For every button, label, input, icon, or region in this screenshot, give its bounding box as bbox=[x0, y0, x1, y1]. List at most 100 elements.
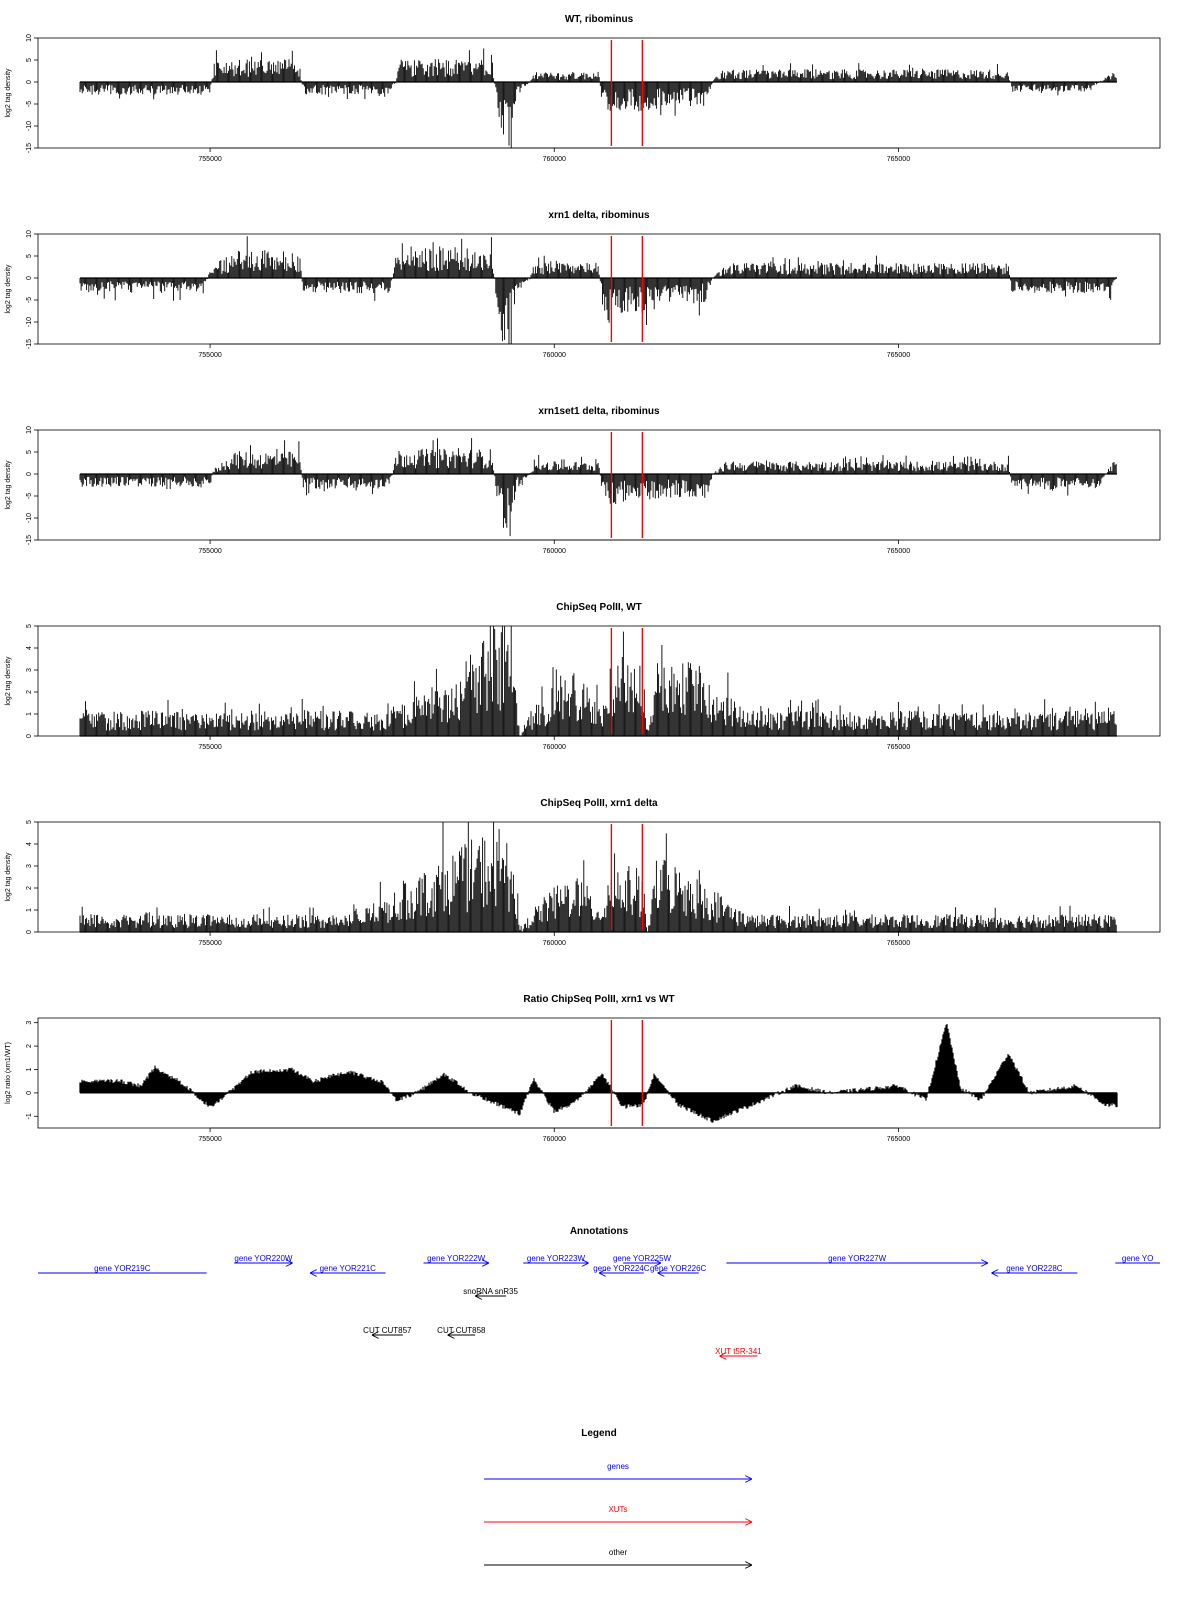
feature-label: CUT CUT858 bbox=[437, 1326, 486, 1335]
y-tick-label: 3 bbox=[26, 1021, 33, 1025]
feature-label: snoRNA snR35 bbox=[463, 1287, 518, 1296]
annotations-panel: Annotations gene YOR219C gene YOR220W gene … bbox=[38, 1226, 1160, 1356]
panel-2: xrn1 delta, ribominus -15 -10 -5 0 5 10 755000 7… bbox=[5, 210, 1161, 359]
y-tick-label: 5 bbox=[26, 820, 33, 824]
x-tick-label: 755000 bbox=[198, 1136, 221, 1143]
x-tick-label: 765000 bbox=[887, 744, 910, 751]
legend-title: Legend bbox=[581, 1428, 617, 1439]
y-tick-label: 5 bbox=[26, 624, 33, 628]
annotations-title: Annotations bbox=[570, 1226, 629, 1237]
y-tick-label: -10 bbox=[26, 317, 33, 327]
x-tick-label: 765000 bbox=[887, 940, 910, 947]
y-tick-label: -15 bbox=[26, 143, 33, 153]
y-axis-label: log2 tag density bbox=[5, 460, 12, 510]
y-tick-label: -10 bbox=[26, 121, 33, 131]
panel-title: ChipSeq PolII, WT bbox=[556, 602, 642, 613]
x-tick-label: 765000 bbox=[887, 1136, 910, 1143]
legend-label: XUTs bbox=[608, 1505, 627, 1514]
y-tick-label: 3 bbox=[26, 864, 33, 868]
y-axis-label: log2 tag density bbox=[5, 264, 12, 314]
panel-3: xrn1set1 delta, ribominus -15 -10 -5 0 5 10 755… bbox=[5, 406, 1161, 555]
feature-label: XUT t5R-341 bbox=[715, 1347, 762, 1356]
signal-series bbox=[79, 626, 1117, 736]
panel-title: Ratio ChipSeq PolII, xrn1 vs WT bbox=[523, 994, 674, 1005]
panel-5: ChipSeq PolII, xrn1 delta 0 1 2 3 4 5 755000 760… bbox=[5, 798, 1161, 947]
y-tick-label: -5 bbox=[26, 297, 33, 303]
legend-label: genes bbox=[607, 1462, 629, 1471]
panel-title: WT, ribominus bbox=[565, 14, 634, 25]
panel-1: WT, ribominus -15 -10 -5 0 5 10 755000 760000 765… bbox=[5, 14, 1161, 163]
y-tick-label: 2 bbox=[26, 886, 33, 890]
y-tick-label: -5 bbox=[26, 101, 33, 107]
y-tick-label: 0 bbox=[26, 930, 33, 934]
feature-label: gene YOR219C bbox=[94, 1264, 151, 1273]
signal-series bbox=[79, 236, 1117, 344]
plot-frame bbox=[37, 1017, 1161, 1129]
y-axis-label: log2 ratio (xrn1/WT) bbox=[5, 1042, 12, 1104]
y-tick-label: -10 bbox=[26, 513, 33, 523]
feature-label: gene YOR220W bbox=[234, 1254, 293, 1263]
x-tick-label: 755000 bbox=[198, 744, 221, 751]
feature-label: gene YOR221C bbox=[320, 1264, 377, 1273]
feature-label: gene YOR228C bbox=[1006, 1264, 1063, 1273]
x-tick-label: 765000 bbox=[887, 548, 910, 555]
x-tick-label: 755000 bbox=[198, 156, 221, 163]
panel-4: ChipSeq PolII, WT 0 1 2 3 4 5 755000 760000 76500… bbox=[5, 602, 1161, 751]
x-tick-label: 755000 bbox=[198, 352, 221, 359]
y-tick-label: 3 bbox=[26, 668, 33, 672]
plot-frame bbox=[37, 429, 1161, 541]
feature-label: gene YOR226C bbox=[650, 1264, 707, 1273]
panel-title: xrn1set1 delta, ribominus bbox=[538, 406, 660, 417]
x-tick-label: 760000 bbox=[543, 744, 566, 751]
legend: Legend genes XUTs other bbox=[484, 1428, 752, 1565]
feature-label: gene YO bbox=[1122, 1254, 1153, 1263]
y-tick-label: 0 bbox=[26, 1091, 33, 1095]
y-tick-label: 1 bbox=[26, 908, 33, 912]
y-axis-label: log2 tag density bbox=[5, 656, 12, 706]
x-tick-label: 760000 bbox=[543, 548, 566, 555]
panel-title: ChipSeq PolII, xrn1 delta bbox=[540, 798, 658, 809]
feature-label: CUT CUT857 bbox=[363, 1326, 412, 1335]
x-tick-label: 765000 bbox=[887, 352, 910, 359]
y-tick-label: 2 bbox=[26, 1044, 33, 1048]
y-tick-label: 0 bbox=[26, 80, 33, 84]
feature-label: gene YOR225W bbox=[613, 1254, 672, 1263]
y-tick-label: -1 bbox=[26, 1113, 33, 1119]
panel-title: xrn1 delta, ribominus bbox=[548, 210, 650, 221]
y-tick-label: 5 bbox=[26, 254, 33, 258]
x-tick-label: 760000 bbox=[543, 1136, 566, 1143]
y-tick-label: -15 bbox=[26, 535, 33, 545]
plot-frame bbox=[37, 233, 1161, 345]
x-tick-label: 755000 bbox=[198, 548, 221, 555]
y-tick-label: -15 bbox=[26, 339, 33, 349]
signal-series bbox=[79, 1024, 1118, 1123]
feature-label: gene YOR222W bbox=[427, 1254, 486, 1263]
y-tick-label: 0 bbox=[26, 734, 33, 738]
x-tick-label: 760000 bbox=[543, 156, 566, 163]
feature-label: gene YOR227W bbox=[828, 1254, 887, 1263]
x-tick-label: 760000 bbox=[543, 940, 566, 947]
y-tick-label: 0 bbox=[26, 472, 33, 476]
feature-label: gene YOR224C bbox=[593, 1264, 650, 1273]
y-tick-label: 2 bbox=[26, 690, 33, 694]
plot-frame bbox=[37, 821, 1161, 933]
y-axis-label: log2 tag density bbox=[5, 68, 12, 118]
y-tick-label: 5 bbox=[26, 58, 33, 62]
x-tick-label: 755000 bbox=[198, 940, 221, 947]
y-tick-label: -5 bbox=[26, 493, 33, 499]
y-axis-label: log2 tag density bbox=[5, 852, 12, 902]
y-tick-label: 10 bbox=[26, 230, 33, 238]
y-tick-label: 5 bbox=[26, 450, 33, 454]
panel-6: Ratio ChipSeq PolII, xrn1 vs WT -1 0 1 2 3 755… bbox=[5, 994, 1161, 1143]
y-tick-label: 10 bbox=[26, 34, 33, 42]
y-tick-label: 1 bbox=[26, 712, 33, 716]
feature-label: gene YOR223W bbox=[527, 1254, 586, 1263]
legend-label: other bbox=[609, 1548, 628, 1557]
signal-series bbox=[79, 822, 1117, 932]
y-tick-label: 4 bbox=[26, 842, 33, 846]
plot-frame bbox=[37, 37, 1161, 149]
signal-series bbox=[79, 438, 1117, 537]
y-tick-label: 4 bbox=[26, 646, 33, 650]
x-tick-label: 765000 bbox=[887, 156, 910, 163]
